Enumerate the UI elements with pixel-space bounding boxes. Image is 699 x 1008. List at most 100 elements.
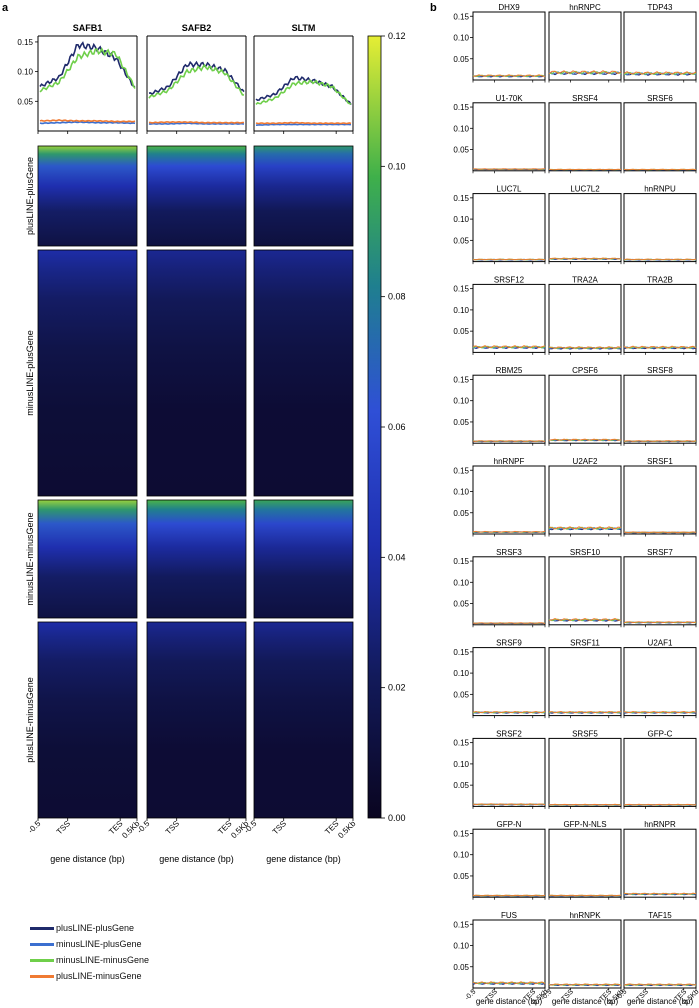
legend-item: plusLINE-plusGene [30, 920, 230, 936]
heatmap-xlabel: gene distance (bp) [50, 854, 125, 864]
colorbar-tick-label: 0.04 [388, 552, 406, 562]
small-multiple-title: LUC7L [497, 185, 522, 194]
small-multiple-line [472, 74, 546, 77]
small-multiple-frame [623, 11, 697, 81]
legend-swatch [30, 926, 54, 930]
heatmap-cell [253, 249, 354, 497]
small-multiple-ytick-label: 0.05 [453, 327, 469, 336]
small-multiple-title: hnRNPC [569, 3, 601, 12]
small-multiple-ytick-label: 0.10 [453, 851, 469, 860]
profile-title: SAFB1 [73, 23, 103, 33]
small-multiple-frame [623, 737, 697, 807]
small-multiple-ytick-label: 0.10 [453, 124, 469, 133]
panel-a-letter: a [2, 2, 9, 14]
small-multiple-title: SRSF12 [494, 275, 525, 284]
small-multiple-ytick-label: 0.15 [453, 12, 469, 21]
small-multiple-line [548, 527, 622, 531]
small-multiple-frame [623, 828, 697, 898]
small-multiple-title: TAF15 [648, 911, 672, 920]
colorbar-tick-label: 0.02 [388, 683, 406, 693]
legend-swatch [30, 974, 54, 978]
small-multiple-line [548, 618, 621, 622]
small-multiple-ytick-label: 0.05 [453, 509, 469, 518]
small-multiple-line [623, 803, 697, 806]
small-multiple-frame [472, 193, 546, 263]
small-multiple-line [548, 346, 622, 350]
small-multiple-ytick-label: 0.15 [453, 739, 469, 748]
small-multiple-title: SRSF3 [496, 548, 522, 557]
small-multiple-title: hnRNPR [644, 820, 676, 829]
small-multiple-title: LUC7L2 [570, 185, 600, 194]
small-multiple-title: SRSF11 [570, 639, 600, 648]
small-multiple-line [472, 981, 546, 985]
heatmap-cell [37, 249, 138, 497]
small-multiple-line [623, 983, 697, 986]
heatmap-cell [253, 621, 354, 819]
small-multiple-frame [548, 193, 622, 263]
small-multiple-frame [548, 283, 622, 353]
small-multiple-title: TRA2B [647, 275, 673, 284]
heatmap-cell [146, 145, 247, 247]
small-multiple-xlabel: gene distance (bp) [552, 997, 619, 1006]
small-multiple-line [623, 258, 697, 261]
small-multiple-title: CPSF6 [572, 366, 598, 375]
small-multiple-ytick-label: 0.05 [453, 963, 469, 972]
small-multiple-line [548, 894, 622, 897]
small-multiple-ytick-label: 0.15 [453, 920, 469, 929]
small-multiple-line [623, 440, 697, 442]
profile-line-minusLINE-minusGene [39, 47, 136, 93]
small-multiple-frame [548, 11, 622, 81]
small-multiple-line [473, 168, 546, 170]
small-multiple-line [548, 70, 622, 75]
small-multiple-line [472, 345, 546, 349]
small-multiple-title: GFP-N [497, 820, 522, 829]
small-multiple-line [472, 622, 546, 624]
small-multiple-frame [472, 374, 546, 444]
colorbar-tick-label: 0.06 [388, 422, 406, 432]
small-multiple-frame [472, 11, 546, 81]
small-multiple-title: TRA2A [572, 275, 598, 284]
small-multiple-frame [548, 737, 622, 807]
heatmap-xlabel: gene distance (bp) [159, 854, 234, 864]
legend-label: plusLINE-minusGene [56, 971, 142, 981]
small-multiple-title: SRSF6 [647, 94, 673, 103]
small-multiple-line [623, 621, 697, 624]
small-multiple-ytick-label: 0.15 [453, 375, 469, 384]
legend-item: plusLINE-minusGene [30, 968, 230, 984]
legend-swatch [30, 942, 54, 946]
legend: plusLINE-plusGene minusLINE-plusGene minus… [30, 920, 230, 984]
profile-line-minusLINE-minusGene [148, 63, 245, 99]
heatmap-cell [37, 499, 138, 619]
small-multiple-ytick-label: 0.15 [453, 466, 469, 475]
small-multiple-line [548, 983, 622, 986]
profile-line-plusLINE-minusGene [148, 120, 244, 124]
small-multiple-frame [472, 283, 546, 353]
small-multiple-title: hnRNPU [644, 185, 676, 194]
small-multiple-title: SRSF5 [572, 729, 598, 738]
small-multiple-frame [472, 828, 546, 898]
heatmap-cell [146, 499, 247, 619]
legend-label: minusLINE-plusGene [56, 939, 142, 949]
profile-ytick-label: 0.15 [17, 38, 33, 47]
colorbar-gradient [367, 35, 382, 819]
small-multiple-frame [548, 465, 622, 535]
small-multiple-line [623, 531, 697, 534]
profile-ytick-label: 0.05 [17, 97, 33, 106]
small-multiple-ytick-label: 0.05 [453, 600, 469, 609]
profile-line-minusLINE-minusGene [255, 79, 352, 105]
small-multiple-frame [623, 919, 697, 989]
small-multiple-ytick-label: 0.10 [453, 942, 469, 951]
small-multiple-title: SRSF2 [496, 729, 522, 738]
small-multiple-ytick-label: 0.15 [453, 194, 469, 203]
small-multiple-line [623, 71, 697, 76]
small-multiple-frame [623, 193, 697, 263]
small-multiple-frame [548, 828, 622, 898]
small-multiple-ytick-label: 0.10 [453, 488, 469, 497]
row-label: plusLINE-plusGene [25, 157, 35, 235]
small-multiple-ytick-label: 0.05 [453, 781, 469, 790]
heatmap-cell [146, 249, 247, 497]
small-multiple-title: GFP-C [648, 729, 673, 738]
small-multiple-line [623, 71, 697, 75]
small-multiple-line [623, 345, 697, 349]
